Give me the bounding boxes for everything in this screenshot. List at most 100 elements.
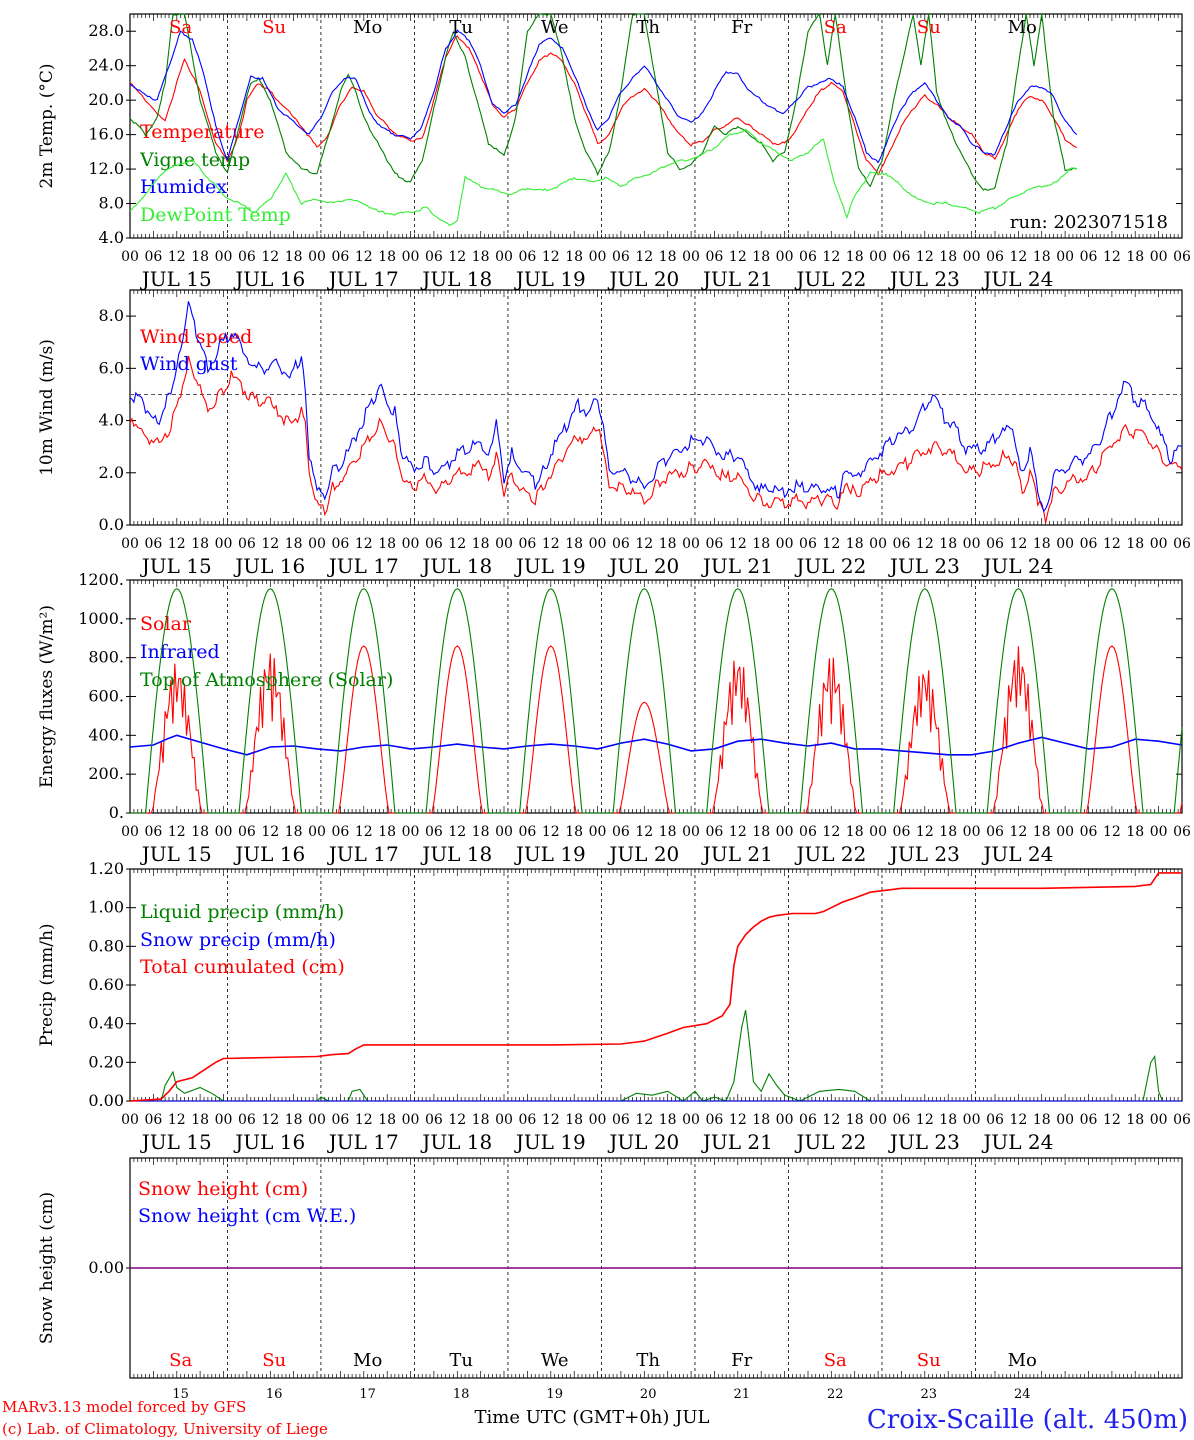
y-tick-label: 16.0 <box>88 125 124 144</box>
hour-tick-label: 18 <box>565 1112 583 1128</box>
day-label: JUL 22 <box>794 554 866 578</box>
day-label: JUL 24 <box>981 267 1053 291</box>
day-label: JUL 18 <box>420 1130 492 1154</box>
hour-tick-label: 06 <box>331 1112 349 1128</box>
legend-entry: Vigne temp <box>139 149 250 171</box>
hour-tick-label: 06 <box>425 1112 443 1128</box>
day-label: JUL 19 <box>514 1130 586 1154</box>
day-label: JUL 16 <box>233 554 305 578</box>
hour-tick-label: 06 <box>1080 536 1098 552</box>
hour-tick-label: 06 <box>799 824 817 840</box>
hour-tick-label: 06 <box>1080 1112 1098 1128</box>
day-label: JUL 15 <box>140 842 212 866</box>
hour-tick-label: 00 <box>308 536 326 552</box>
day-label: JUL 15 <box>140 1130 212 1154</box>
day-label: JUL 17 <box>327 1130 399 1154</box>
hour-tick-label: 18 <box>846 536 864 552</box>
day-of-week: Su <box>262 1350 286 1371</box>
y-tick-label: 24.0 <box>88 56 124 75</box>
y-axis-title: Precip (mm/h) <box>37 923 57 1046</box>
series-infrared <box>129 734 1183 756</box>
legend-entry: Top of Atmosphere (Solar) <box>140 669 393 691</box>
day-of-week: Tu <box>449 17 473 38</box>
y-tick-label: 0.00 <box>88 1258 124 1277</box>
hour-tick-label: 18 <box>378 249 396 265</box>
day-label: JUL 18 <box>420 267 492 291</box>
hour-tick-label: 18 <box>472 824 490 840</box>
day-label: JUL 21 <box>701 842 773 866</box>
day-of-week: Su <box>917 17 941 38</box>
hour-tick-label: 12 <box>729 1112 747 1128</box>
hour-tick-label: 18 <box>378 824 396 840</box>
hour-tick-label: 18 <box>285 1112 303 1128</box>
y-tick-label: 600. <box>88 687 124 706</box>
day-of-week: Mo <box>353 1350 382 1371</box>
day-number: 23 <box>920 1387 937 1402</box>
hour-tick-label: 06 <box>331 249 349 265</box>
day-label: JUL 20 <box>607 267 679 291</box>
hour-tick-label: 00 <box>682 249 700 265</box>
day-number: 24 <box>1014 1387 1031 1402</box>
hour-tick-label: 12 <box>448 536 466 552</box>
hour-tick-label: 06 <box>893 536 911 552</box>
hour-tick-label: 06 <box>144 249 162 265</box>
hour-tick-label: 12 <box>261 1112 279 1128</box>
hour-tick-label: 06 <box>144 824 162 840</box>
hour-tick-label: 18 <box>285 824 303 840</box>
day-label: JUL 16 <box>233 842 305 866</box>
hour-tick-label: 12 <box>355 824 373 840</box>
legend-entry: Total cumulated (cm) <box>140 956 345 978</box>
time-axis-label: Time UTC (GMT+0h) JUL <box>475 1407 710 1428</box>
hour-tick-label: 00 <box>402 824 420 840</box>
hour-tick-label: 00 <box>121 249 139 265</box>
legend-entry: Humidex <box>140 176 227 198</box>
day-label: JUL 18 <box>420 842 492 866</box>
day-label: JUL 15 <box>140 554 212 578</box>
hour-tick-label: 18 <box>659 536 677 552</box>
hour-tick-label: 06 <box>519 824 537 840</box>
hour-tick-label: 00 <box>1056 249 1074 265</box>
hour-tick-label: 00 <box>963 249 981 265</box>
hour-tick-label: 00 <box>682 824 700 840</box>
hour-tick-label: 06 <box>519 536 537 552</box>
legend-entry: Wind gust <box>140 353 238 375</box>
hour-tick-label: 00 <box>869 824 887 840</box>
series-humidex <box>129 29 1078 164</box>
y-tick-label: 0. <box>109 803 124 822</box>
hour-tick-label: 06 <box>986 536 1004 552</box>
day-label: JUL 18 <box>420 554 492 578</box>
hour-tick-label: 12 <box>916 824 934 840</box>
hour-tick-label: 00 <box>121 536 139 552</box>
hour-tick-label: 06 <box>144 536 162 552</box>
hour-tick-label: 06 <box>893 1112 911 1128</box>
y-tick-label: 8.0 <box>99 194 124 213</box>
hour-tick-label: 00 <box>402 536 420 552</box>
hour-tick-label: 18 <box>939 249 957 265</box>
y-tick-label: 4.0 <box>99 228 124 247</box>
hour-tick-label: 18 <box>472 536 490 552</box>
legend-entry: Infrared <box>140 641 220 663</box>
hour-tick-label: 18 <box>191 1112 209 1128</box>
hour-tick-label: 12 <box>1103 824 1121 840</box>
hour-tick-label: 12 <box>261 824 279 840</box>
hour-tick-label: 06 <box>612 824 630 840</box>
y-tick-label: 6.0 <box>99 358 124 377</box>
day-of-week: Sa <box>824 17 847 38</box>
hour-tick-label: 12 <box>542 1112 560 1128</box>
hour-tick-label: 12 <box>1009 249 1027 265</box>
hour-tick-label: 00 <box>776 249 794 265</box>
hour-tick-label: 12 <box>1103 249 1121 265</box>
hour-tick-label: 06 <box>799 536 817 552</box>
day-label: JUL 15 <box>140 267 212 291</box>
hour-tick-label: 12 <box>355 249 373 265</box>
panel-1: 4.0 8.0 12.0 16.0 20.0 24.0 28.0 2m Temp. (°C) T… <box>37 12 1191 291</box>
hour-tick-label: 18 <box>378 1112 396 1128</box>
series-top-of-atmosphere-solar- <box>130 588 1183 814</box>
hour-tick-label: 00 <box>869 1112 887 1128</box>
hour-tick-label: 12 <box>1103 536 1121 552</box>
hour-tick-label: 18 <box>565 249 583 265</box>
hour-tick-label: 00 <box>776 824 794 840</box>
hour-tick-label: 18 <box>846 1112 864 1128</box>
hour-tick-label: 18 <box>939 1112 957 1128</box>
